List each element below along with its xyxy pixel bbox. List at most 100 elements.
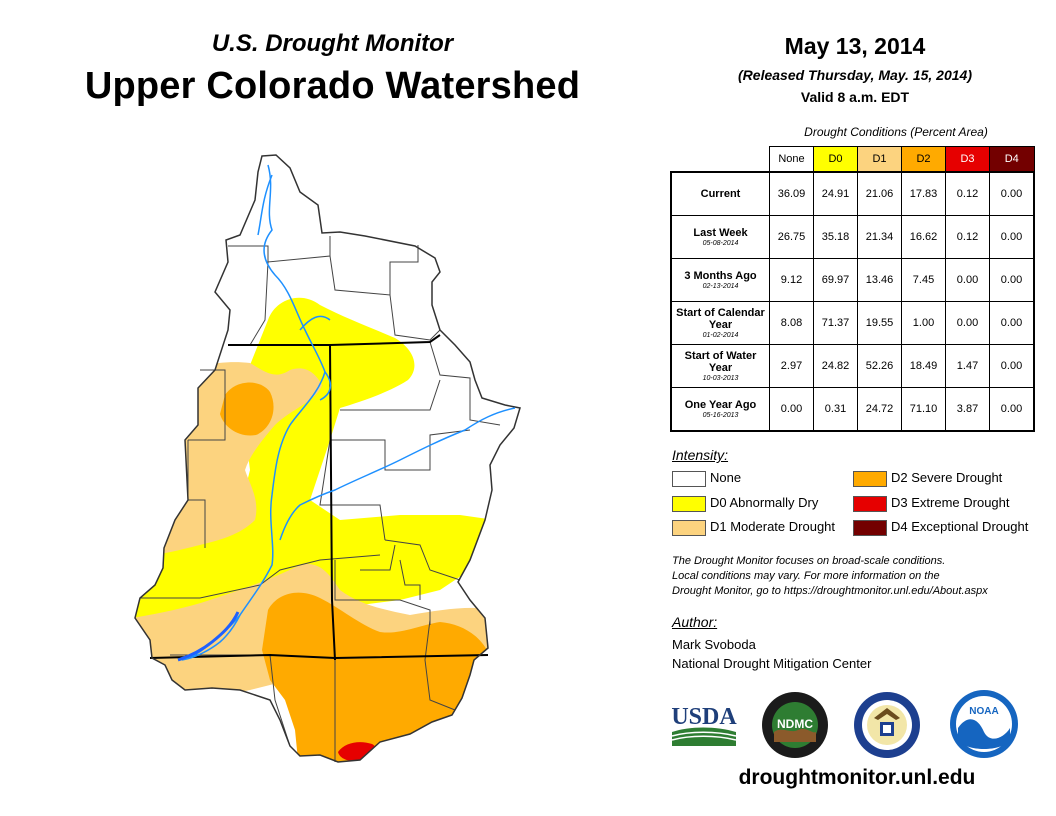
- ndmc-logo-text: NDMC: [777, 717, 813, 731]
- row-label-text: 3 Months Ago: [684, 269, 757, 282]
- note-line: The Drought Monitor focuses on broad-sca…: [672, 555, 946, 567]
- ndmc-logo: NDMC: [762, 692, 828, 758]
- rivers: [179, 164, 516, 661]
- lake-powell: [177, 611, 240, 662]
- table-cell: 0.31: [813, 387, 858, 432]
- table-cell: 36.09: [769, 171, 814, 216]
- table-cell: 9.12: [769, 258, 814, 302]
- table-cell: 0.00: [769, 387, 814, 432]
- author-organization: National Drought Mitigation Center: [672, 656, 872, 671]
- legend-label: D1 Moderate Drought: [710, 519, 836, 534]
- row-date: 05-16-2013: [702, 411, 739, 419]
- col-d3: D3: [945, 146, 990, 173]
- row-date: 01-02-2014: [702, 331, 739, 339]
- table-cell: 17.83: [901, 171, 946, 216]
- table-cell: 13.46: [857, 258, 902, 302]
- row-label-text: Current: [700, 188, 741, 200]
- table-cell: 24.91: [813, 171, 858, 216]
- table-cell: 1.47: [945, 344, 990, 388]
- col-d1: D1: [857, 146, 902, 173]
- release-date: (Released Thursday, May. 15, 2014): [738, 67, 972, 83]
- map-title: Upper Colorado Watershed: [84, 65, 581, 107]
- row-date: 10-03-2013: [702, 374, 739, 382]
- drought-conditions-table: None D0 D1 D2 D3 D4 Current 36.09 24.91 …: [670, 146, 1035, 432]
- commerce-seal: [854, 692, 920, 758]
- table-caption: Drought Conditions (Percent Area): [804, 125, 988, 139]
- table-cell: 24.82: [813, 344, 858, 388]
- note-line: Local conditions may vary. For more info…: [672, 570, 940, 582]
- table-cell: 0.12: [945, 171, 990, 216]
- legend-title: Intensity:: [672, 447, 729, 463]
- row-label-text: Start of Water Year: [684, 349, 757, 374]
- legend-swatch: [853, 471, 887, 487]
- legend-label: None: [710, 470, 742, 485]
- noaa-logo: NOAA: [950, 690, 1018, 758]
- note-line: Drought Monitor, go to https://droughtmo…: [672, 585, 988, 597]
- row-label-text: Start of Calendar Year: [676, 306, 765, 331]
- table-cell: 3.87: [945, 387, 990, 432]
- row-label: Start of Water Year 10-03-2013: [670, 344, 770, 388]
- table-row: Last Week 05-08-2014 26.75 35.18 21.34 16…: [670, 215, 1035, 259]
- table-cell: 0.00: [989, 387, 1035, 432]
- noaa-logo-text: NOAA: [969, 706, 998, 717]
- legend-swatch: [672, 520, 706, 536]
- state-boundaries: [149, 334, 489, 661]
- table-cell: 71.10: [901, 387, 946, 432]
- legend-swatch: [853, 520, 887, 536]
- table-cell: 0.00: [989, 301, 1035, 345]
- drought-map: [134, 154, 521, 763]
- table-cell: 71.37: [813, 301, 858, 345]
- table-cell: 69.97: [813, 258, 858, 302]
- table-cell: 0.00: [989, 215, 1035, 259]
- table-cell: 7.45: [901, 258, 946, 302]
- table-cell: 16.62: [901, 215, 946, 259]
- basin-outline: [134, 154, 521, 763]
- table-cell: 21.06: [857, 171, 902, 216]
- table-header-row: None D0 D1 D2 D3 D4: [671, 146, 1035, 173]
- col-d0: D0: [813, 146, 858, 173]
- map-date: May 13, 2014: [784, 33, 926, 59]
- region-d2-north: [220, 382, 274, 436]
- table-row: 3 Months Ago 02-13-2014 9.12 69.97 13.46 …: [670, 258, 1035, 302]
- table-cell: 1.00: [901, 301, 946, 345]
- table-row: Current 36.09 24.91 21.06 17.83 0.12 0.0…: [670, 171, 1035, 216]
- table-row: Start of Water Year 10-03-2013 2.97 24.82…: [670, 344, 1035, 388]
- col-d4: D4: [989, 146, 1035, 173]
- row-label: 3 Months Ago 02-13-2014: [670, 258, 770, 302]
- table-cell: 2.97: [769, 344, 814, 388]
- table-cell: 0.00: [945, 301, 990, 345]
- legend-label: D4 Exceptional Drought: [891, 519, 1029, 534]
- col-none: None: [769, 146, 814, 173]
- usda-logo-text: USDA: [671, 704, 737, 730]
- valid-time: Valid 8 a.m. EDT: [800, 89, 910, 105]
- table-cell: 0.00: [989, 344, 1035, 388]
- monitor-note: The Drought Monitor focuses on broad-sca…: [672, 554, 1042, 599]
- legend-label: D0 Abnormally Dry: [710, 495, 819, 510]
- table-cell: 26.75: [769, 215, 814, 259]
- map-subtitle: U.S. Drought Monitor: [211, 30, 454, 57]
- website-url[interactable]: droughtmonitor.unl.edu: [738, 766, 976, 789]
- table-cell: 24.72: [857, 387, 902, 432]
- row-label: Last Week 05-08-2014: [670, 215, 770, 259]
- table-cell: 52.26: [857, 344, 902, 388]
- row-date: 05-08-2014: [702, 239, 739, 247]
- region-d0: [135, 297, 495, 630]
- row-label: Current: [670, 171, 770, 216]
- legend-label: D3 Extreme Drought: [891, 495, 1010, 510]
- table-cell: 0.00: [945, 258, 990, 302]
- author-heading: Author:: [672, 614, 718, 630]
- row-label: One Year Ago 05-16-2013: [670, 387, 770, 432]
- row-date: 02-13-2014: [702, 282, 739, 290]
- legend-swatch: [672, 471, 706, 487]
- table-corner: [671, 147, 770, 173]
- table-row: Start of Calendar Year 01-02-2014 8.08 71…: [670, 301, 1035, 345]
- usda-logo: USDA: [671, 704, 737, 746]
- row-label-text: Last Week: [693, 226, 748, 239]
- table-cell: 18.49: [901, 344, 946, 388]
- col-d2: D2: [901, 146, 946, 173]
- row-label: Start of Calendar Year 01-02-2014: [670, 301, 770, 345]
- table-cell: 0.00: [989, 258, 1035, 302]
- table-cell: 21.34: [857, 215, 902, 259]
- table-cell: 0.12: [945, 215, 990, 259]
- table-row: One Year Ago 05-16-2013 0.00 0.31 24.72 7…: [670, 387, 1035, 432]
